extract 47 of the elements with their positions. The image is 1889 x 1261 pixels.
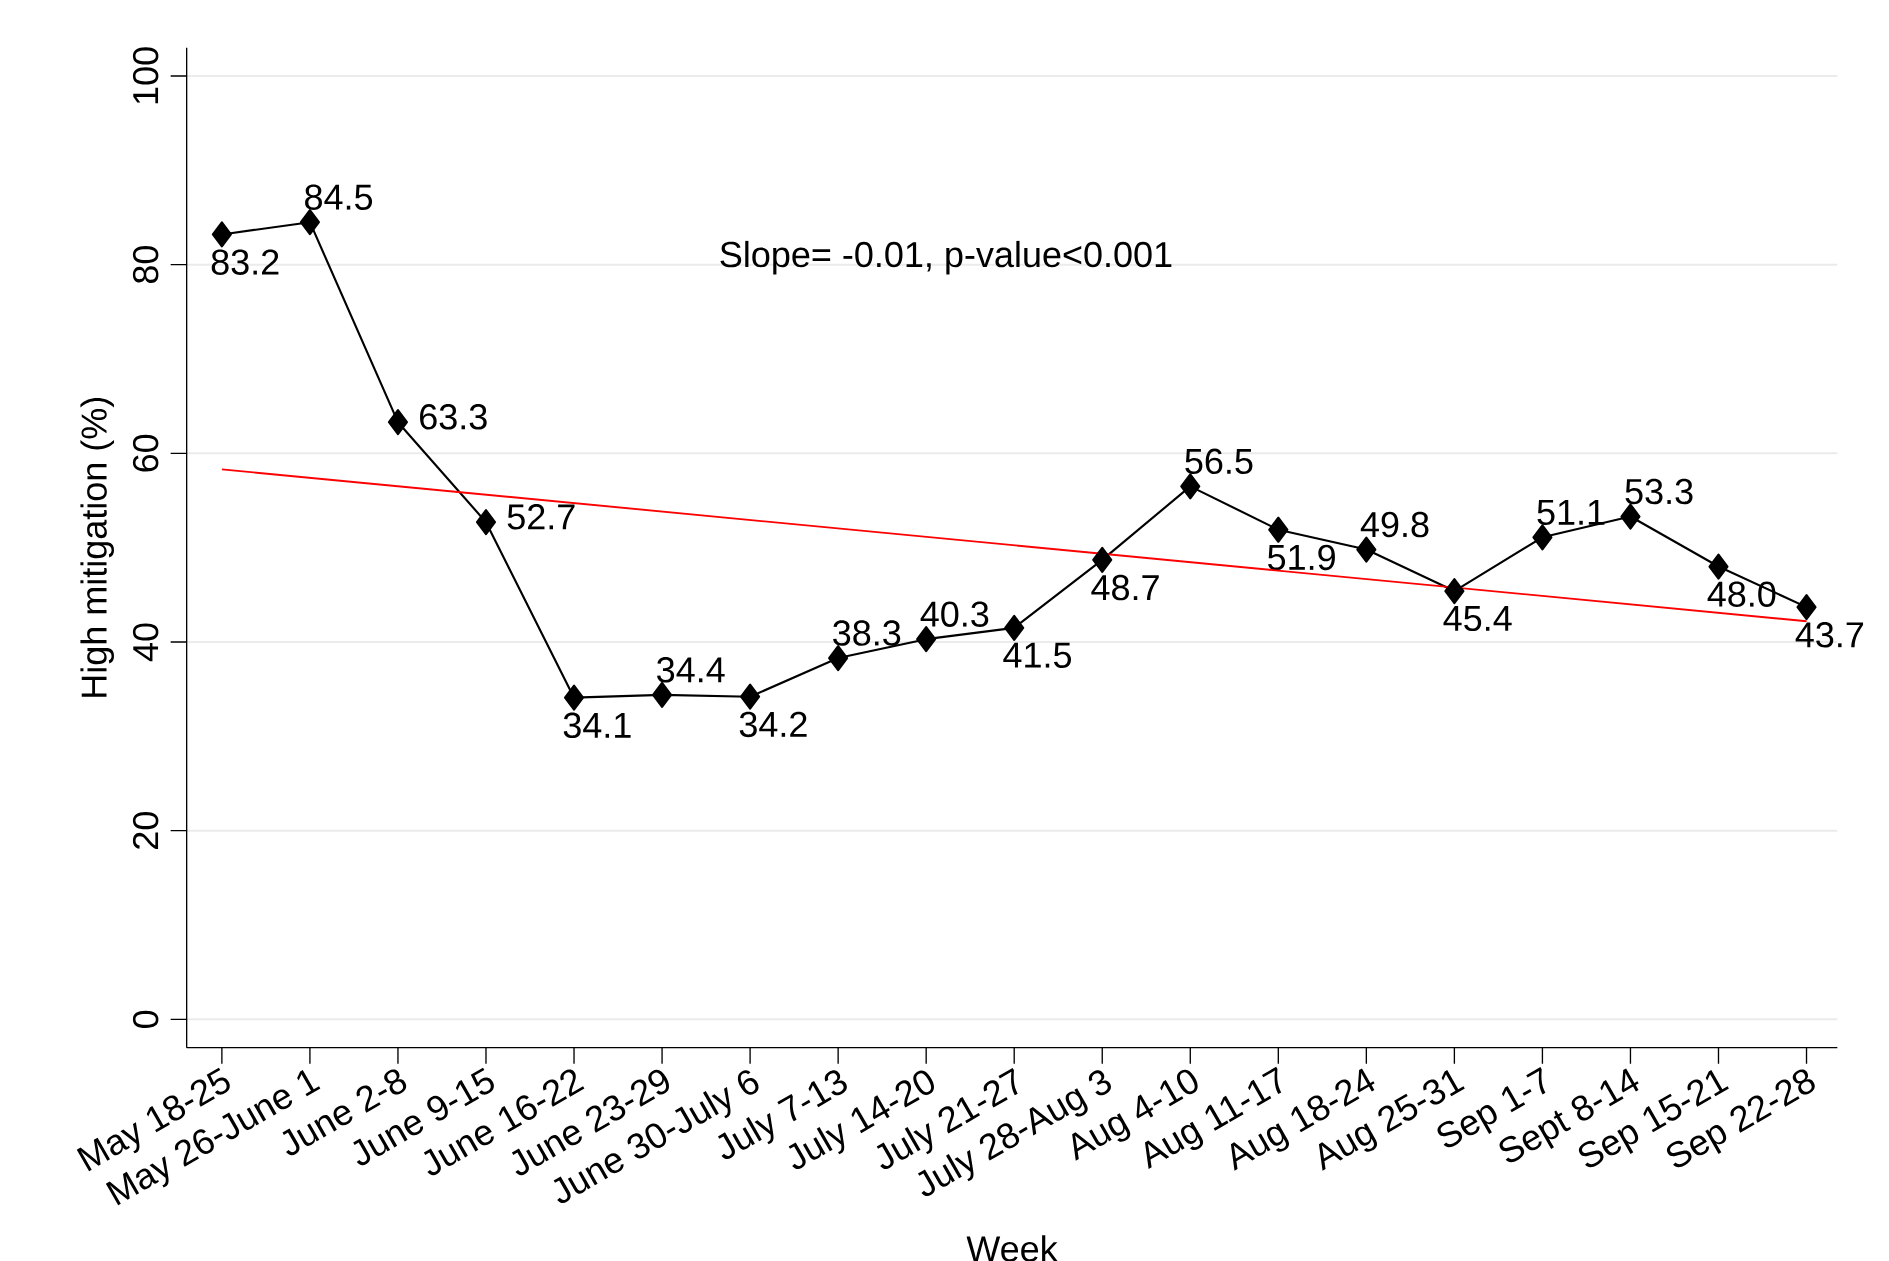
data-label: 51.9 [1268, 544, 1335, 571]
x-axis-title: Week [966, 1235, 1058, 1261]
point [1444, 577, 1465, 605]
data-label: 51.1 [1537, 499, 1605, 526]
y-tick-label: 20 [132, 812, 159, 849]
data-label: 56.5 [1185, 448, 1253, 475]
data-label: 34.2 [739, 711, 807, 738]
data-label: 83.2 [211, 249, 279, 275]
data-label: 40.3 [920, 601, 989, 627]
point [651, 681, 673, 708]
point [1092, 546, 1113, 573]
point [1268, 516, 1289, 543]
y-tick-label: 40 [132, 623, 159, 662]
data-label: 52.7 [507, 504, 575, 530]
point [563, 684, 585, 711]
data-label: 41.5 [1003, 642, 1072, 668]
y-tick-label: 0 [132, 1010, 159, 1028]
point [387, 409, 409, 436]
data-label: 84.5 [305, 184, 373, 210]
data-label: 34.4 [657, 657, 725, 683]
point [1004, 614, 1025, 641]
point [1708, 553, 1729, 580]
point [1180, 473, 1201, 500]
y-axis-title: High mitigation (%) [80, 397, 114, 697]
y-tick-label: 100 [132, 47, 159, 104]
point [916, 626, 937, 653]
data-label: 45.4 [1443, 605, 1512, 632]
point [299, 209, 320, 236]
data-label: 43.7 [1795, 622, 1864, 648]
point [1532, 524, 1553, 551]
data-label: 38.3 [833, 620, 901, 646]
point [211, 221, 232, 248]
data-label: 63.3 [420, 404, 487, 430]
point [828, 644, 849, 672]
point [1620, 503, 1641, 530]
point [1796, 594, 1817, 621]
point [740, 683, 761, 710]
data-label: 48.7 [1091, 574, 1159, 601]
y-tick-label: 60 [132, 434, 159, 472]
y-tick-label: 80 [132, 246, 159, 284]
point [475, 509, 497, 536]
data-label: 34.1 [563, 712, 631, 739]
data-label: 49.8 [1360, 511, 1429, 538]
data-label: 53.3 [1625, 478, 1693, 505]
point [1356, 536, 1377, 563]
data-label: 48.0 [1707, 581, 1776, 607]
annotation: Slope= -0.01, p-value<0.001 [720, 240, 1172, 275]
